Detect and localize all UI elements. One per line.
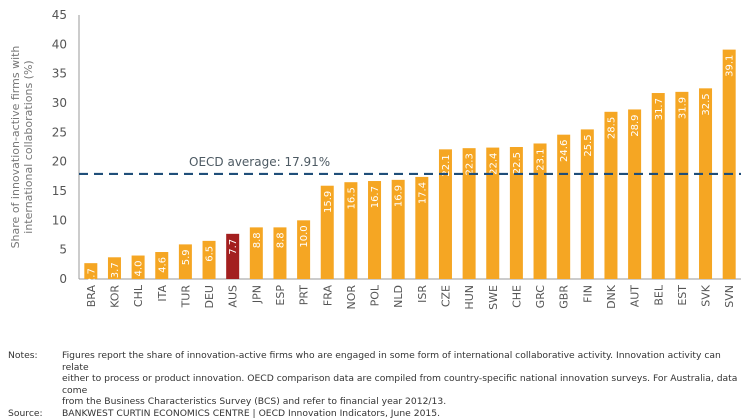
y-tick-label: 25 [52, 125, 67, 139]
x-tick-label: ITA [156, 285, 169, 302]
x-tick-label: EST [676, 285, 689, 306]
y-tick-label: 5 [59, 243, 67, 257]
data-label: 15.9 [323, 191, 334, 213]
y-axis-label: Share of innovation-active firms withint… [9, 46, 35, 249]
bar-chart: Share of innovation-active firms withint… [0, 0, 754, 345]
x-tick-label: DEU [203, 285, 216, 308]
x-tick-label: TUR [179, 285, 192, 309]
y-tick-label: 35 [52, 67, 67, 81]
y-tick-label: 15 [52, 184, 67, 198]
y-tick-label: 45 [52, 8, 67, 22]
data-label: 31.9 [677, 97, 688, 119]
source-block: Source: BANKWEST CURTIN ECONOMICS CENTRE… [8, 408, 750, 419]
data-label: 23.1 [536, 148, 547, 170]
notes-line: Figures report the share of innovation-a… [62, 350, 750, 373]
data-label: 22.3 [465, 153, 476, 175]
data-label: 8.8 [275, 232, 286, 248]
x-tick-label: AUT [629, 285, 642, 308]
x-tick-label: AUS [227, 285, 240, 308]
x-tick-label: FRA [321, 285, 334, 307]
x-tick-label: ISR [416, 285, 429, 303]
notes-label: Notes: [8, 350, 62, 408]
data-label: 5.9 [181, 249, 192, 265]
data-label: 32.5 [701, 93, 712, 115]
y-tick-label: 40 [52, 37, 67, 51]
notes-text: Figures report the share of innovation-a… [62, 350, 750, 408]
x-tick-label: BRA [85, 285, 98, 308]
chart-area: Share of innovation-active firms withint… [0, 0, 754, 345]
y-tick-label: 0 [59, 272, 67, 286]
x-tick-label: DNK [605, 284, 618, 309]
data-label: 22.5 [512, 152, 523, 174]
x-tick-label: JPN [250, 285, 263, 304]
data-label: 16.7 [370, 186, 381, 208]
x-tick-label: BEL [652, 284, 665, 305]
x-tick-label: GRC [534, 285, 547, 309]
data-label: 7.7 [228, 239, 239, 255]
data-label: 4.6 [157, 257, 168, 273]
x-tick-label: KOR [108, 285, 121, 308]
x-tick-label: ESP [274, 285, 287, 306]
data-label: 2.7 [86, 268, 97, 284]
data-label: 39.1 [725, 55, 736, 77]
notes-line: from the Business Characteristics Survey… [62, 396, 750, 408]
x-tick-label: FIN [581, 285, 594, 303]
x-tick-label: SVN [723, 285, 736, 308]
bar-svn [723, 50, 736, 279]
x-tick-label: GBR [558, 285, 571, 309]
x-tick-label: POL [369, 284, 382, 306]
x-tick-label: NLD [392, 285, 405, 308]
source-label: Source: [8, 408, 62, 419]
notes-block: Notes: Figures report the share of innov… [8, 350, 750, 408]
x-tick-label: CHE [510, 285, 523, 308]
y-axis-label-line: international collaborations (%) [22, 60, 35, 233]
y-tick-label: 20 [52, 155, 67, 169]
data-label: 22.4 [488, 153, 499, 175]
y-tick-label: 30 [52, 96, 67, 110]
data-label: 17.4 [417, 182, 428, 204]
chart-footer: Notes: Figures report the share of innov… [8, 350, 750, 419]
x-tick-label: SVK [700, 284, 713, 307]
data-label: 4.0 [134, 261, 145, 277]
data-label: 6.5 [205, 246, 216, 262]
data-label: 10.0 [299, 225, 310, 247]
data-label: 16.5 [346, 187, 357, 209]
x-tick-label: HUN [463, 285, 476, 310]
x-tick-label: SWE [487, 285, 500, 310]
x-tick-label: CHL [132, 284, 145, 307]
source-text: BANKWEST CURTIN ECONOMICS CENTRE | OECD … [62, 408, 750, 419]
bar-svk [699, 88, 712, 279]
x-tick-label: CZE [439, 285, 452, 307]
y-axis-label-line: Share of innovation-active firms with [9, 46, 22, 249]
data-label: 28.9 [630, 114, 641, 136]
x-tick-label: PRT [298, 285, 311, 305]
data-label: 28.5 [606, 117, 617, 139]
data-label: 16.9 [394, 185, 405, 207]
x-tick-label: NOR [345, 285, 358, 310]
average-label: OECD average: 17.91% [189, 155, 330, 169]
data-label: 3.7 [110, 262, 121, 278]
data-label: 24.6 [559, 140, 570, 162]
data-label: 8.8 [252, 232, 263, 248]
y-tick-label: 10 [52, 213, 67, 227]
data-label: 31.7 [654, 98, 665, 120]
data-label: 25.5 [583, 134, 594, 156]
notes-line: either to process or product innovation.… [62, 373, 750, 396]
